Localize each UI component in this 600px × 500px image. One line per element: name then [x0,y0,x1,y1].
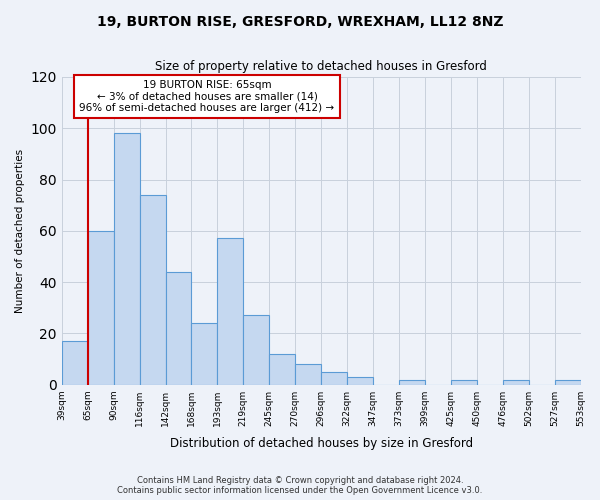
Bar [217,238,244,384]
Bar [113,134,140,384]
Bar [88,231,113,384]
Bar [503,380,529,384]
Bar [244,316,269,384]
Bar [269,354,295,384]
Text: 19, BURTON RISE, GRESFORD, WREXHAM, LL12 8NZ: 19, BURTON RISE, GRESFORD, WREXHAM, LL12… [97,15,503,29]
Bar [321,372,347,384]
Bar [191,323,217,384]
Bar [399,380,425,384]
Bar [295,364,321,384]
Bar [140,195,166,384]
Title: Size of property relative to detached houses in Gresford: Size of property relative to detached ho… [155,60,487,73]
Bar [451,380,477,384]
X-axis label: Distribution of detached houses by size in Gresford: Distribution of detached houses by size … [170,437,473,450]
Bar [166,272,191,384]
Bar [554,380,581,384]
Text: 19 BURTON RISE: 65sqm
← 3% of detached houses are smaller (14)
96% of semi-detac: 19 BURTON RISE: 65sqm ← 3% of detached h… [79,80,335,113]
Text: Contains HM Land Registry data © Crown copyright and database right 2024.
Contai: Contains HM Land Registry data © Crown c… [118,476,482,495]
Y-axis label: Number of detached properties: Number of detached properties [15,148,25,313]
Bar [347,377,373,384]
Bar [62,341,88,384]
